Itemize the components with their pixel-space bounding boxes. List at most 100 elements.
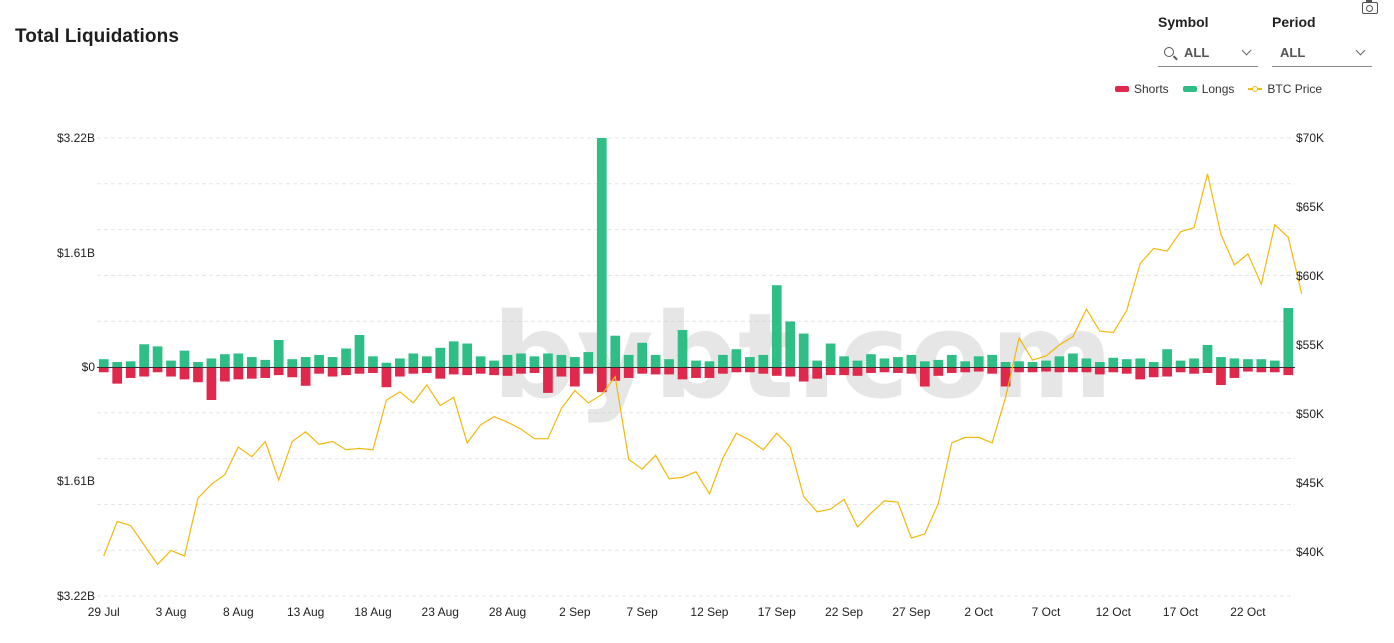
short-bar[interactable] [368, 368, 378, 373]
long-bar[interactable] [421, 356, 432, 367]
short-bar[interactable] [1175, 368, 1186, 373]
short-bar[interactable] [933, 368, 944, 376]
symbol-control[interactable]: Symbol ALL [1158, 14, 1258, 67]
short-bar[interactable] [1256, 368, 1267, 373]
long-bar[interactable] [556, 354, 567, 367]
short-bar[interactable] [206, 368, 217, 401]
long-bar[interactable] [475, 356, 486, 367]
short-bar[interactable] [448, 368, 459, 375]
long-bar[interactable] [543, 353, 553, 367]
period-control[interactable]: Period ALL [1272, 14, 1372, 67]
short-bar[interactable] [381, 368, 392, 388]
short-bar[interactable] [193, 368, 203, 383]
short-bar[interactable] [879, 368, 890, 373]
long-bar[interactable] [596, 138, 607, 367]
short-bar[interactable] [435, 368, 446, 379]
long-bar[interactable] [462, 343, 473, 367]
long-bar[interactable] [637, 342, 648, 367]
short-bar[interactable] [1108, 368, 1119, 373]
long-bar[interactable] [1175, 360, 1186, 367]
short-bar[interactable] [260, 368, 271, 378]
long-bar[interactable] [960, 361, 971, 367]
long-bar[interactable] [812, 360, 822, 367]
short-bar[interactable] [718, 368, 728, 374]
short-bar[interactable] [1000, 368, 1011, 387]
short-bar[interactable] [919, 368, 930, 387]
long-bar[interactable] [906, 354, 917, 367]
short-bar[interactable] [462, 368, 473, 376]
short-bar[interactable] [1094, 368, 1105, 375]
long-bar[interactable] [718, 354, 728, 367]
short-bar[interactable] [166, 368, 176, 377]
long-bar[interactable] [166, 360, 176, 367]
long-bar[interactable] [987, 354, 997, 367]
short-bar[interactable] [220, 368, 230, 382]
long-bar[interactable] [233, 353, 244, 367]
short-bar[interactable] [570, 368, 580, 387]
long-bar[interactable] [529, 356, 540, 367]
long-bar[interactable] [1054, 356, 1065, 367]
short-bar[interactable] [1121, 368, 1132, 374]
long-bar[interactable] [354, 334, 365, 367]
long-bar[interactable] [246, 357, 257, 367]
long-bar[interactable] [220, 354, 230, 367]
long-bar[interactable] [260, 359, 271, 367]
long-bar[interactable] [179, 350, 190, 367]
long-bar[interactable] [852, 360, 863, 367]
long-bar[interactable] [946, 354, 957, 367]
short-bar[interactable] [139, 368, 149, 377]
short-bar[interactable] [1229, 368, 1240, 378]
long-bar[interactable] [300, 357, 311, 367]
long-bar[interactable] [1094, 362, 1105, 367]
short-bar[interactable] [112, 368, 123, 384]
long-bar[interactable] [623, 354, 634, 367]
long-bar[interactable] [206, 358, 217, 367]
long-bar[interactable] [1027, 362, 1038, 367]
long-bar[interactable] [368, 356, 378, 367]
short-bar[interactable] [596, 368, 607, 393]
long-bar[interactable] [893, 357, 903, 367]
long-bar[interactable] [744, 357, 755, 367]
short-bar[interactable] [408, 368, 419, 374]
short-bar[interactable] [785, 368, 796, 377]
short-bar[interactable] [395, 368, 405, 377]
long-bar[interactable] [1202, 344, 1213, 367]
short-bar[interactable] [1148, 368, 1159, 378]
long-bar[interactable] [448, 341, 459, 367]
legend-item-longs[interactable]: Longs [1182, 82, 1234, 96]
short-bar[interactable] [233, 368, 244, 380]
short-bar[interactable] [1081, 368, 1092, 373]
short-bar[interactable] [246, 368, 257, 379]
short-bar[interactable] [623, 368, 634, 378]
long-bar[interactable] [677, 330, 688, 367]
period-select[interactable]: ALL [1272, 38, 1372, 67]
long-bar[interactable] [1135, 358, 1146, 367]
short-bar[interactable] [1027, 368, 1038, 373]
short-bar[interactable] [273, 368, 284, 376]
short-bar[interactable] [125, 368, 136, 378]
short-bar[interactable] [852, 368, 863, 376]
long-bar[interactable] [314, 354, 324, 367]
long-bar[interactable] [1243, 359, 1253, 367]
short-bar[interactable] [1283, 368, 1294, 376]
short-bar[interactable] [179, 368, 190, 380]
short-bar[interactable] [839, 368, 849, 376]
short-bar[interactable] [946, 368, 957, 373]
long-bar[interactable] [1014, 361, 1024, 367]
long-bar[interactable] [435, 347, 446, 367]
long-bar[interactable] [193, 362, 203, 367]
short-bar[interactable] [906, 368, 917, 374]
short-bar[interactable] [825, 368, 836, 376]
short-bar[interactable] [973, 368, 984, 372]
short-bar[interactable] [556, 368, 567, 377]
short-bar[interactable] [610, 368, 621, 381]
btc-price-line[interactable] [103, 173, 1303, 566]
short-bar[interactable] [516, 368, 526, 374]
long-bar[interactable] [1189, 358, 1199, 367]
long-bar[interactable] [1000, 362, 1011, 367]
short-bar[interactable] [1189, 368, 1199, 374]
short-bar[interactable] [327, 368, 338, 377]
short-bar[interactable] [744, 368, 755, 373]
short-bar[interactable] [341, 368, 351, 376]
short-bar[interactable] [529, 368, 540, 373]
